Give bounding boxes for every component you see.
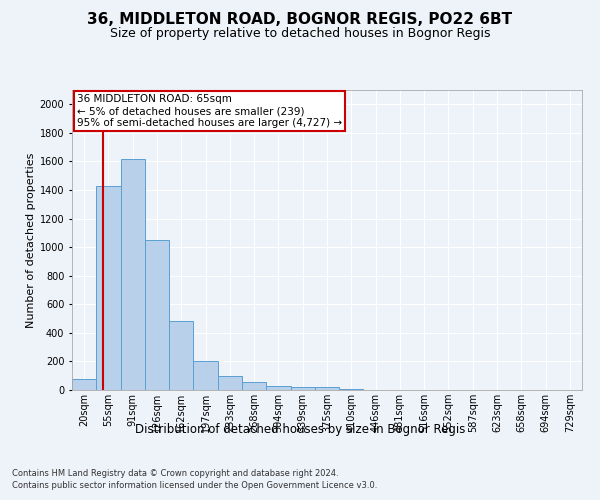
Bar	[315, 387, 339, 390]
Text: Contains HM Land Registry data © Crown copyright and database right 2024.: Contains HM Land Registry data © Crown c…	[12, 468, 338, 477]
Bar	[193, 362, 218, 390]
Bar	[145, 240, 169, 390]
Bar	[242, 382, 266, 390]
Text: 36 MIDDLETON ROAD: 65sqm
← 5% of detached houses are smaller (239)
95% of semi-d: 36 MIDDLETON ROAD: 65sqm ← 5% of detache…	[77, 94, 342, 128]
Bar	[169, 322, 193, 390]
Bar	[290, 387, 315, 390]
Text: Size of property relative to detached houses in Bognor Regis: Size of property relative to detached ho…	[110, 28, 490, 40]
Bar	[121, 158, 145, 390]
Bar	[218, 376, 242, 390]
Y-axis label: Number of detached properties: Number of detached properties	[26, 152, 35, 328]
Bar	[339, 388, 364, 390]
Text: Contains public sector information licensed under the Open Government Licence v3: Contains public sector information licen…	[12, 481, 377, 490]
Bar	[72, 378, 96, 390]
Text: 36, MIDDLETON ROAD, BOGNOR REGIS, PO22 6BT: 36, MIDDLETON ROAD, BOGNOR REGIS, PO22 6…	[88, 12, 512, 28]
Bar	[96, 186, 121, 390]
Text: Distribution of detached houses by size in Bognor Regis: Distribution of detached houses by size …	[135, 422, 465, 436]
Bar	[266, 386, 290, 390]
